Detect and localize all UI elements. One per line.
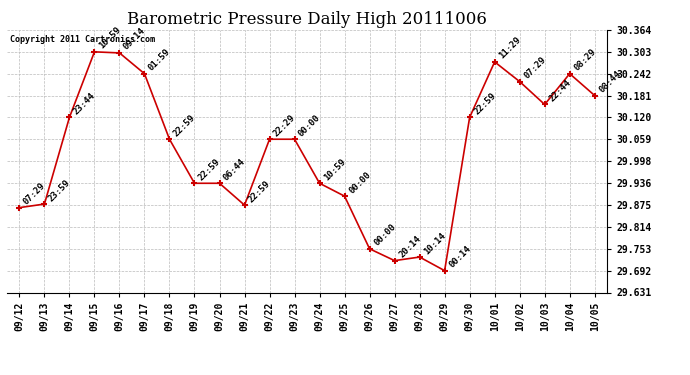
- Text: 00:00: 00:00: [347, 170, 373, 195]
- Text: 09:14: 09:14: [122, 27, 148, 52]
- Text: 10:59: 10:59: [322, 157, 348, 182]
- Text: 20:14: 20:14: [397, 234, 422, 260]
- Text: 08:29: 08:29: [572, 47, 598, 73]
- Text: 22:59: 22:59: [197, 157, 222, 182]
- Text: 22:44: 22:44: [547, 78, 573, 104]
- Text: 00:00: 00:00: [372, 222, 397, 248]
- Text: 08:44: 08:44: [598, 69, 622, 94]
- Text: 06:44: 06:44: [222, 157, 248, 182]
- Text: 22:29: 22:29: [272, 113, 297, 138]
- Text: 22:59: 22:59: [247, 178, 273, 204]
- Text: 22:59: 22:59: [472, 91, 497, 116]
- Text: 10:59: 10:59: [97, 26, 122, 51]
- Text: 11:29: 11:29: [497, 35, 522, 61]
- Text: 01:59: 01:59: [147, 47, 172, 73]
- Text: 10:14: 10:14: [422, 231, 448, 256]
- Text: 07:29: 07:29: [522, 55, 548, 81]
- Text: 00:00: 00:00: [297, 113, 322, 138]
- Text: 07:29: 07:29: [22, 181, 48, 207]
- Text: Copyright 2011 Cartronics.com: Copyright 2011 Cartronics.com: [10, 35, 155, 44]
- Text: 00:14: 00:14: [447, 244, 473, 270]
- Text: 23:59: 23:59: [47, 178, 72, 203]
- Text: 22:59: 22:59: [172, 113, 197, 138]
- Title: Barometric Pressure Daily High 20111006: Barometric Pressure Daily High 20111006: [127, 12, 487, 28]
- Text: 23:44: 23:44: [72, 91, 97, 116]
